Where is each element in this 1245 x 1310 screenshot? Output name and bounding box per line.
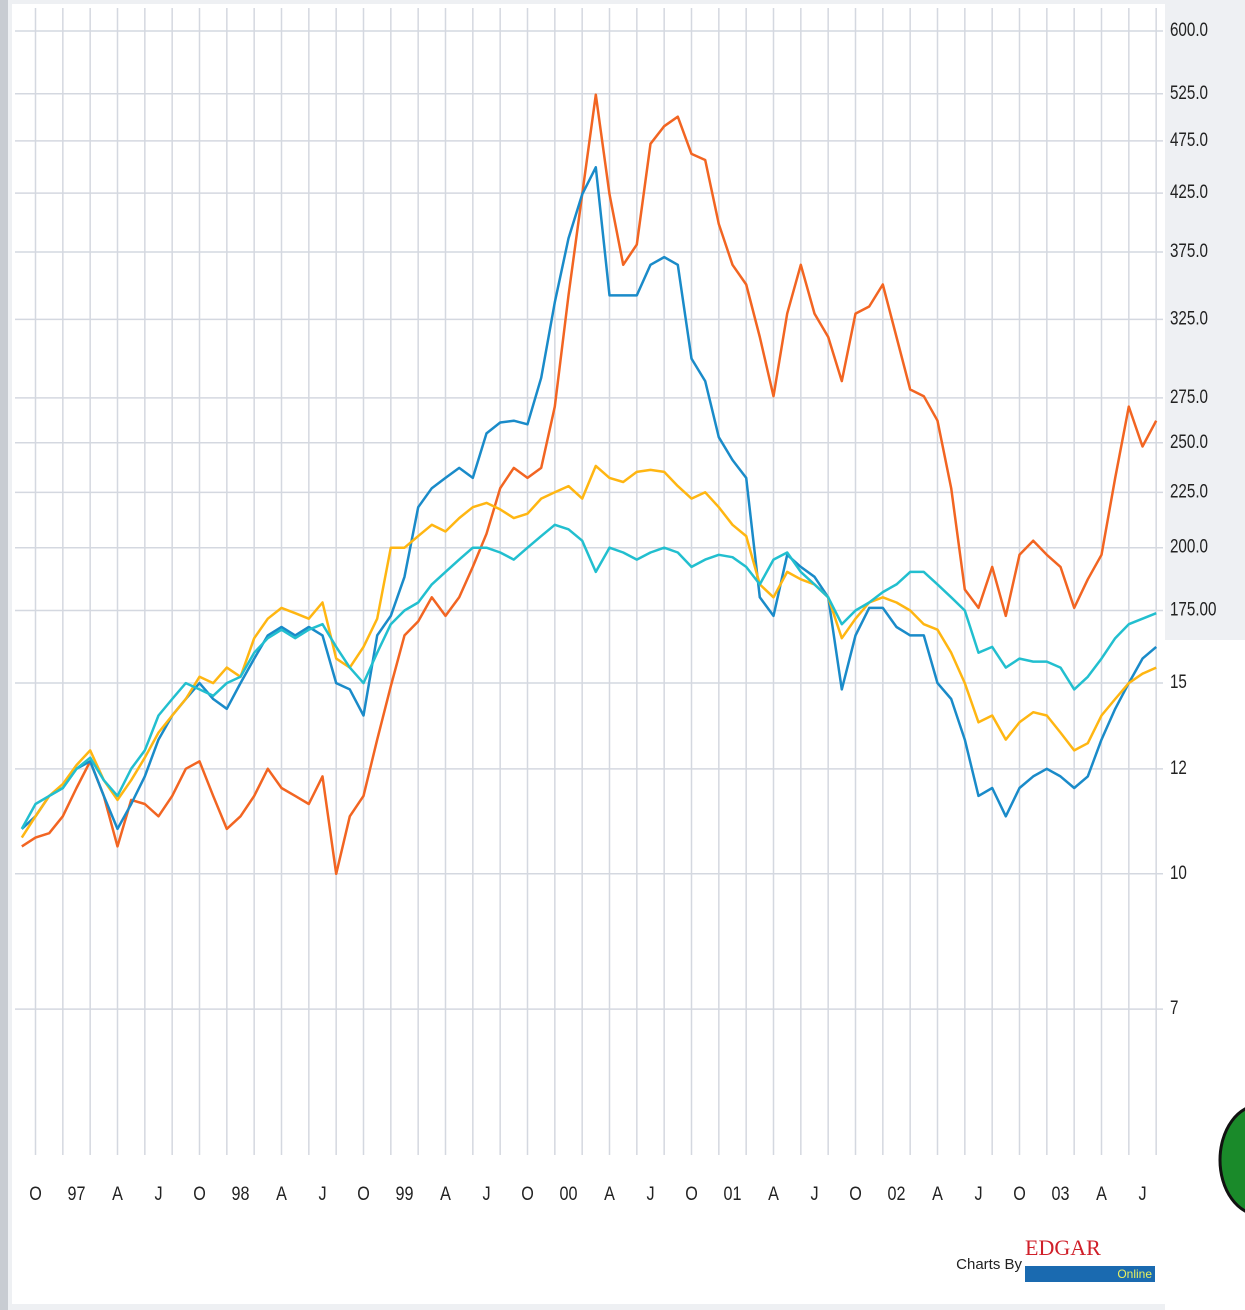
y-tick-label: 325.0: [1170, 307, 1208, 329]
x-tick-label: J: [318, 1183, 326, 1205]
y-tick-label: 7: [1170, 996, 1178, 1018]
x-tick-label: 02: [888, 1183, 906, 1205]
x-tick-label: O: [29, 1183, 42, 1205]
y-tick-label: 175.00: [1170, 598, 1216, 620]
x-tick-label: A: [1096, 1183, 1107, 1205]
x-tick-label: O: [521, 1183, 534, 1205]
x-tick-label: A: [276, 1183, 287, 1205]
x-tick-label: A: [768, 1183, 779, 1205]
y-tick-label: 600.0: [1170, 18, 1208, 40]
x-tick-label: A: [932, 1183, 943, 1205]
y-tick-label: 475.0: [1170, 128, 1208, 150]
y-tick-label: 12: [1170, 756, 1187, 778]
y-tick-label: 250.0: [1170, 430, 1208, 452]
y-tick-label: 375.0: [1170, 239, 1208, 261]
x-tick-label: 00: [560, 1183, 578, 1205]
y-tick-label: 15: [1170, 670, 1187, 692]
x-tick-label: O: [849, 1183, 862, 1205]
x-tick-label: J: [154, 1183, 162, 1205]
x-tick-label: 97: [68, 1183, 86, 1205]
chart: 600.0 525.0 475.0 425.0 375.0 325.0 275.0 250.0…: [0, 0, 1245, 1310]
credit-logo-sub: Online: [1117, 1267, 1152, 1281]
y-tick-label: 200.0: [1170, 535, 1208, 557]
x-tick-label: 99: [396, 1183, 414, 1205]
x-tick-label: J: [974, 1183, 982, 1205]
x-tick-label: 03: [1052, 1183, 1070, 1205]
x-tick-label: J: [1138, 1183, 1146, 1205]
side-panel: [1165, 640, 1245, 1310]
x-tick-label: A: [440, 1183, 451, 1205]
x-tick-label: 98: [232, 1183, 250, 1205]
x-tick-label: O: [685, 1183, 698, 1205]
x-tick-label: J: [810, 1183, 818, 1205]
credit-text: Charts By: [956, 1256, 1022, 1273]
credit-logo: EDGAR: [1025, 1235, 1101, 1260]
x-tick-label: 01: [724, 1183, 742, 1205]
y-tick-label: 275.0: [1170, 385, 1208, 407]
left-edge: [0, 0, 8, 1310]
y-tick-label: 225.0: [1170, 480, 1208, 502]
x-tick-label: O: [1013, 1183, 1026, 1205]
x-tick-label: A: [112, 1183, 123, 1205]
x-tick-label: O: [193, 1183, 206, 1205]
x-tick-label: A: [604, 1183, 615, 1205]
x-tick-label: J: [482, 1183, 490, 1205]
x-tick-label: O: [357, 1183, 370, 1205]
x-tick-label: J: [646, 1183, 654, 1205]
y-tick-label: 525.0: [1170, 81, 1208, 103]
y-tick-label: 10: [1170, 861, 1187, 883]
y-tick-label: 425.0: [1170, 181, 1208, 203]
